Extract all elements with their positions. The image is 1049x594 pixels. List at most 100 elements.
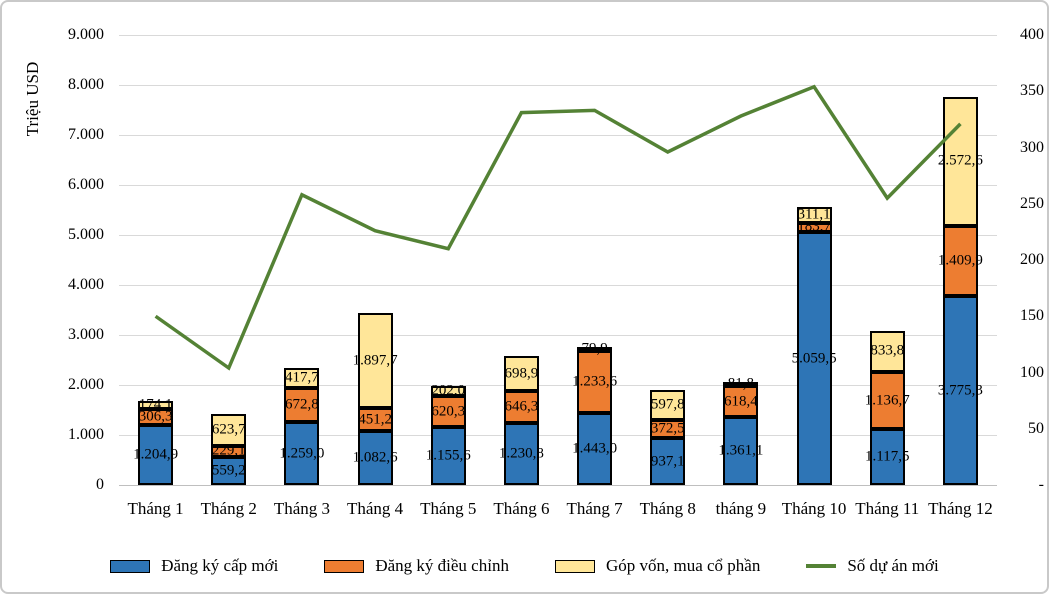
bar-value-label: 202,0 xyxy=(431,382,466,399)
bar-segment xyxy=(650,438,686,485)
legend-label: Đăng ký điều chỉnh xyxy=(375,556,509,575)
bar-value-label: 672,8 xyxy=(285,396,319,413)
legend-item: Số dự án mới xyxy=(806,556,939,576)
gridline xyxy=(119,34,997,36)
y-axis-tick-left: 7.000 xyxy=(68,126,104,143)
left-axis-title: Triệu USD xyxy=(23,61,42,137)
x-axis-tick-label: Tháng 12 xyxy=(928,499,993,518)
legend-line-swatch xyxy=(806,564,837,568)
x-axis-tick-label: Tháng 7 xyxy=(566,499,623,518)
y-axis-tick-right: - xyxy=(1038,476,1044,493)
gridline xyxy=(119,434,997,436)
bar-segment xyxy=(723,381,759,387)
bar-segment xyxy=(796,222,832,233)
bar-value-label: 1.259,0 xyxy=(279,445,325,462)
bar-value-label: 1.082,6 xyxy=(352,449,398,466)
bar-value-label: 3.775,3 xyxy=(937,382,983,399)
bar-segment xyxy=(869,372,905,430)
bar-value-label: 311,1 xyxy=(797,206,831,223)
gridline xyxy=(119,484,997,486)
bar-value-label: 372,5 xyxy=(650,420,685,437)
line-series xyxy=(154,84,962,371)
bar-value-label: 597,8 xyxy=(650,396,685,413)
bar-segment xyxy=(430,427,466,485)
legend-color-swatch xyxy=(554,559,595,573)
legend-item: Góp vốn, mua cổ phần xyxy=(554,556,761,576)
bar-value-label: 174,1 xyxy=(138,396,173,413)
y-axis-tick-left: 2.000 xyxy=(68,376,104,393)
bar-value-label: 229,1 xyxy=(211,442,246,459)
y-axis-tick-left: 3.000 xyxy=(68,326,104,343)
bar-segment xyxy=(357,313,393,409)
bar-segment xyxy=(138,424,174,485)
legend-label: Góp vốn, mua cổ phần xyxy=(605,556,761,575)
y-axis-tick-right: 100 xyxy=(1020,363,1044,381)
y-axis-tick-right: 400 xyxy=(1020,26,1044,43)
gridline xyxy=(119,134,997,136)
y-axis-tick-left: 9.000 xyxy=(68,26,104,43)
bar-value-label: 1.409,9 xyxy=(937,252,983,269)
bar-segment xyxy=(211,445,247,458)
bar-segment xyxy=(869,330,905,373)
bar-value-label: 1.361,1 xyxy=(718,442,764,459)
bar-value-label: 646,3 xyxy=(504,398,539,415)
legend-label: Số dự án mới xyxy=(847,556,939,575)
bar-value-label: 81,8 xyxy=(727,375,755,392)
bar-segment xyxy=(211,457,247,485)
bar-segment xyxy=(796,232,832,485)
y-axis-tick-right: 150 xyxy=(1020,307,1044,325)
x-axis-tick-label: tháng 9 xyxy=(715,499,767,518)
bar-value-label: 1.443,0 xyxy=(572,440,618,457)
bar-value-label: 618,4 xyxy=(724,393,758,409)
bar-segment xyxy=(430,396,466,428)
y-axis-tick-right: 50 xyxy=(1028,419,1044,437)
bar-segment xyxy=(942,225,978,297)
bar-value-label: 1.230,8 xyxy=(498,445,544,462)
legend-item: Đăng ký điều chỉnh xyxy=(324,556,509,576)
x-axis-tick-label: Tháng 1 xyxy=(127,499,184,518)
bar-segment xyxy=(869,429,905,485)
bar-segment xyxy=(723,386,759,417)
x-axis-tick-label: Tháng 5 xyxy=(420,499,477,518)
bar-segment xyxy=(284,388,320,423)
y-axis-tick-left: 1.000 xyxy=(68,426,104,443)
bar-segment xyxy=(723,416,759,485)
bar-value-label: 306,3 xyxy=(138,408,173,425)
bar-segment xyxy=(138,409,174,425)
y-axis-tick-left: 6.000 xyxy=(68,176,104,193)
bar-value-label: 1.155,6 xyxy=(425,447,471,464)
legend-item: Đăng ký cấp mới xyxy=(110,556,278,576)
y-axis-tick-left: 0 xyxy=(96,476,104,493)
bar-value-label: 417,7 xyxy=(285,369,319,386)
legend-label: Đăng ký cấp mới xyxy=(161,556,279,575)
bar-value-label: 1.204,9 xyxy=(133,446,179,463)
legend-color-swatch xyxy=(110,559,151,573)
bar-value-label: 937,1 xyxy=(650,453,685,470)
y-axis-tick-right: 350 xyxy=(1020,82,1044,100)
bar-segment xyxy=(138,400,174,410)
x-axis-tick-label: Tháng 2 xyxy=(200,499,257,518)
bar-segment xyxy=(577,351,613,413)
y-axis-tick-right: 300 xyxy=(1020,138,1044,156)
bar-value-label: 183,7 xyxy=(797,218,831,235)
bar-segment xyxy=(577,347,613,352)
y-axis-tick-left: 5.000 xyxy=(68,226,104,243)
bar-value-label: 1.117,5 xyxy=(865,448,910,465)
bar-segment xyxy=(942,97,978,226)
bar-value-label: 79,9 xyxy=(581,340,608,357)
bar-value-label: 698,9 xyxy=(504,365,539,382)
y-axis-tick-right: 250 xyxy=(1020,194,1044,212)
x-axis-tick-label: Tháng 6 xyxy=(493,499,550,518)
gridline xyxy=(119,284,997,286)
bar-value-label: 623,7 xyxy=(211,421,246,438)
bar-segment xyxy=(942,296,978,485)
bar-value-label: 1.136,7 xyxy=(864,392,910,409)
bar-value-label: 2.572,6 xyxy=(937,152,983,169)
line-series-svg xyxy=(154,84,962,371)
gridline xyxy=(119,334,997,336)
bar-value-label: 833,8 xyxy=(870,342,905,359)
x-axis-tick-label: Tháng 11 xyxy=(855,499,920,518)
legend: Đăng ký cấp mới Đăng ký điều chỉnh Góp vốn… xyxy=(2,556,1047,576)
bar-segment xyxy=(577,412,613,485)
